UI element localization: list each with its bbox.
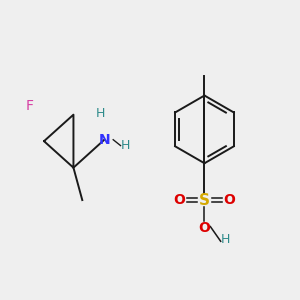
Text: O: O: [199, 221, 210, 235]
Text: O: O: [173, 193, 185, 207]
Text: H: H: [120, 139, 130, 152]
Text: H: H: [220, 233, 230, 246]
Text: H: H: [95, 107, 105, 120]
Text: N: N: [98, 133, 110, 147]
Text: O: O: [224, 193, 236, 207]
Text: S: S: [199, 193, 210, 208]
Text: F: F: [25, 99, 33, 113]
